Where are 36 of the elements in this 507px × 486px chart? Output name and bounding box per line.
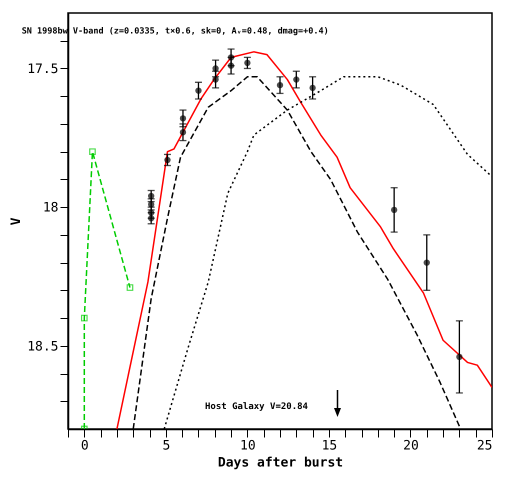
- y-axis-title: V: [9, 217, 24, 226]
- point: [180, 115, 186, 122]
- point: [148, 201, 154, 208]
- point: [228, 62, 234, 69]
- y-tick-label: 18.5: [27, 339, 58, 354]
- point: [309, 84, 316, 92]
- x-tick-label: 10: [240, 438, 256, 454]
- text: SN 1998bw V-band (z=0.0335, t×0.6, sk=0, Aᵥ=0.48, dmag=+0.4): [22, 26, 329, 36]
- point: [164, 156, 171, 164]
- point: [89, 148, 96, 156]
- point: [293, 76, 300, 83]
- annotation: Host Galaxy V=20.84: [205, 402, 309, 412]
- point: [126, 284, 134, 291]
- point: [148, 192, 154, 200]
- point: [212, 65, 219, 72]
- x-tick-label: 15: [322, 438, 338, 454]
- point: [212, 76, 219, 83]
- point: [424, 259, 430, 266]
- line-series: [116, 51, 492, 429]
- x-tick-label: 20: [403, 438, 419, 454]
- point: [456, 354, 463, 360]
- x-axis-title: Days after burst: [218, 456, 344, 470]
- point: [80, 314, 88, 322]
- point: [244, 60, 251, 66]
- point: [276, 82, 284, 88]
- point: [148, 210, 154, 216]
- point: [148, 215, 154, 222]
- x-tick-label: 25: [476, 438, 492, 454]
- x-tick-label: 5: [162, 438, 170, 454]
- point: [180, 129, 186, 136]
- y-tick-label: 18: [42, 200, 58, 216]
- y-tick-label: 17.5: [27, 62, 58, 77]
- point: [195, 88, 202, 94]
- point: [390, 206, 398, 214]
- x-tick-label: 0: [80, 438, 89, 454]
- point: [228, 54, 234, 61]
